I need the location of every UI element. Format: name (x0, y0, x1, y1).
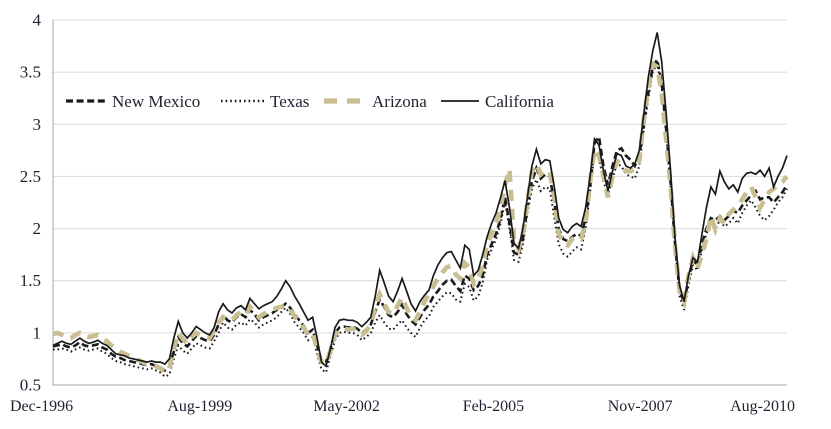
x-tick-label: May-2002 (313, 398, 380, 415)
series-line-texas (53, 60, 788, 378)
y-tick-label: 2 (33, 219, 42, 238)
series-line-california (52, 32, 788, 368)
legend-label-texas: Texas (270, 92, 309, 111)
x-tick-label: Feb-2005 (463, 398, 524, 415)
legend-label-new-mexico: New Mexico (112, 92, 200, 111)
y-tick-label: 1 (33, 323, 42, 342)
y-tick-label: 3.5 (20, 63, 41, 82)
legend-label-arizona: Arizona (372, 92, 427, 111)
x-tick-label: Aug-1999 (167, 398, 232, 415)
legend-label-california: California (485, 92, 554, 111)
x-tick-label: Dec-1996 (10, 398, 73, 415)
y-tick-label: 4 (33, 11, 42, 30)
y-tick-label: 0.5 (20, 376, 41, 395)
y-tick-label: 2.5 (20, 167, 41, 186)
y-tick-label: 1.5 (20, 271, 41, 290)
x-tick-label: Aug-2010 (730, 398, 795, 415)
series-line-arizona (52, 59, 789, 376)
y-tick-label: 3 (33, 115, 42, 134)
x-tick-label: Nov-2007 (608, 398, 673, 415)
